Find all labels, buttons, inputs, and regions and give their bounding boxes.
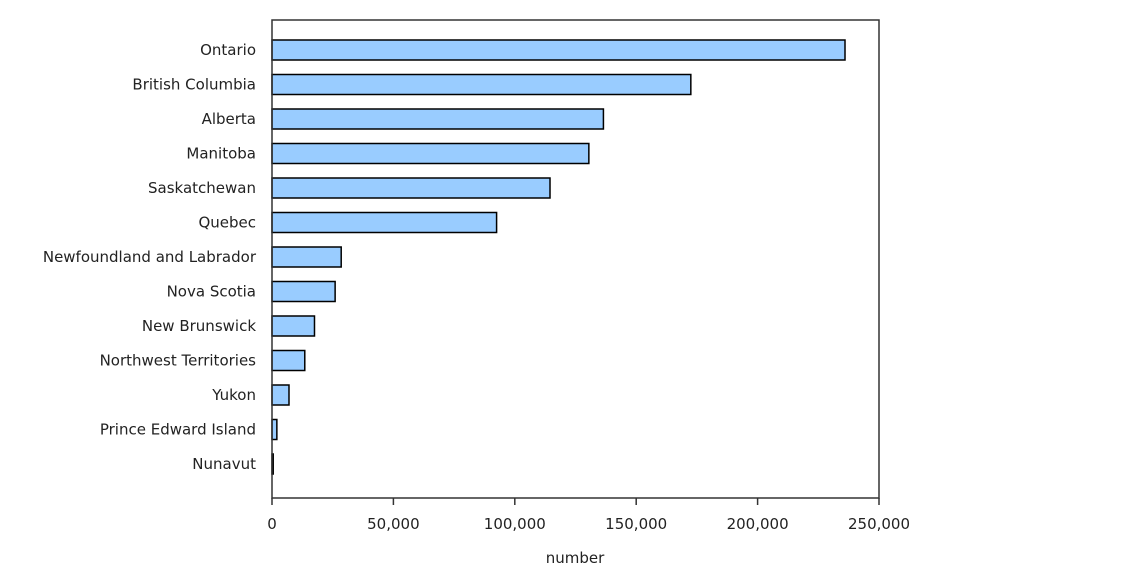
x-tick-label: 250,000: [848, 515, 910, 533]
x-axis-tick-labels: 0 50,000 100,000 150,000 200,000 250,000: [267, 515, 910, 533]
x-tick-label: 150,000: [605, 515, 667, 533]
plot-frame: [271, 19, 880, 499]
bar-new-brunswick: [271, 315, 316, 337]
category-label-yukon: Yukon: [211, 386, 256, 404]
category-label-ontario: Ontario: [200, 41, 256, 59]
category-label-northwest-territories: Northwest Territories: [100, 352, 257, 370]
category-labels: Ontario British Columbia Alberta Manitoba Sa…: [43, 41, 257, 473]
category-label-new-brunswick: New Brunswick: [142, 317, 256, 335]
x-tick-label: 200,000: [727, 515, 789, 533]
bar-british-columbia: [271, 73, 692, 96]
category-label-nova-scotia: Nova Scotia: [167, 283, 256, 301]
bar-manitoba: [271, 142, 590, 165]
category-label-newfoundland-and-labrador: Newfoundland and Labrador: [43, 248, 257, 266]
bar-quebec: [271, 211, 498, 234]
bar-saskatchewan: [271, 177, 551, 199]
category-label-alberta: Alberta: [202, 110, 256, 128]
bar-ontario: [271, 39, 846, 61]
x-axis-label: number: [546, 549, 605, 567]
category-label-british-columbia: British Columbia: [132, 76, 256, 94]
bar-newfoundland-and-labrador: [271, 246, 342, 268]
category-label-prince-edward-island: Prince Edward Island: [100, 421, 256, 439]
x-tick-label: 0: [267, 515, 277, 533]
bar-northwest-territories: [271, 349, 306, 372]
bar-nova-scotia: [271, 280, 336, 303]
category-label-manitoba: Manitoba: [186, 145, 256, 163]
bars-group: [271, 39, 846, 475]
bar-alberta: [271, 108, 605, 130]
x-tick-label: 100,000: [484, 515, 546, 533]
category-label-nunavut: Nunavut: [192, 455, 256, 473]
category-label-quebec: Quebec: [198, 214, 256, 232]
x-tick-label: 50,000: [367, 515, 420, 533]
x-axis-ticks: [271, 498, 880, 505]
category-label-saskatchewan: Saskatchewan: [148, 179, 256, 197]
bar-yukon: [271, 384, 290, 406]
